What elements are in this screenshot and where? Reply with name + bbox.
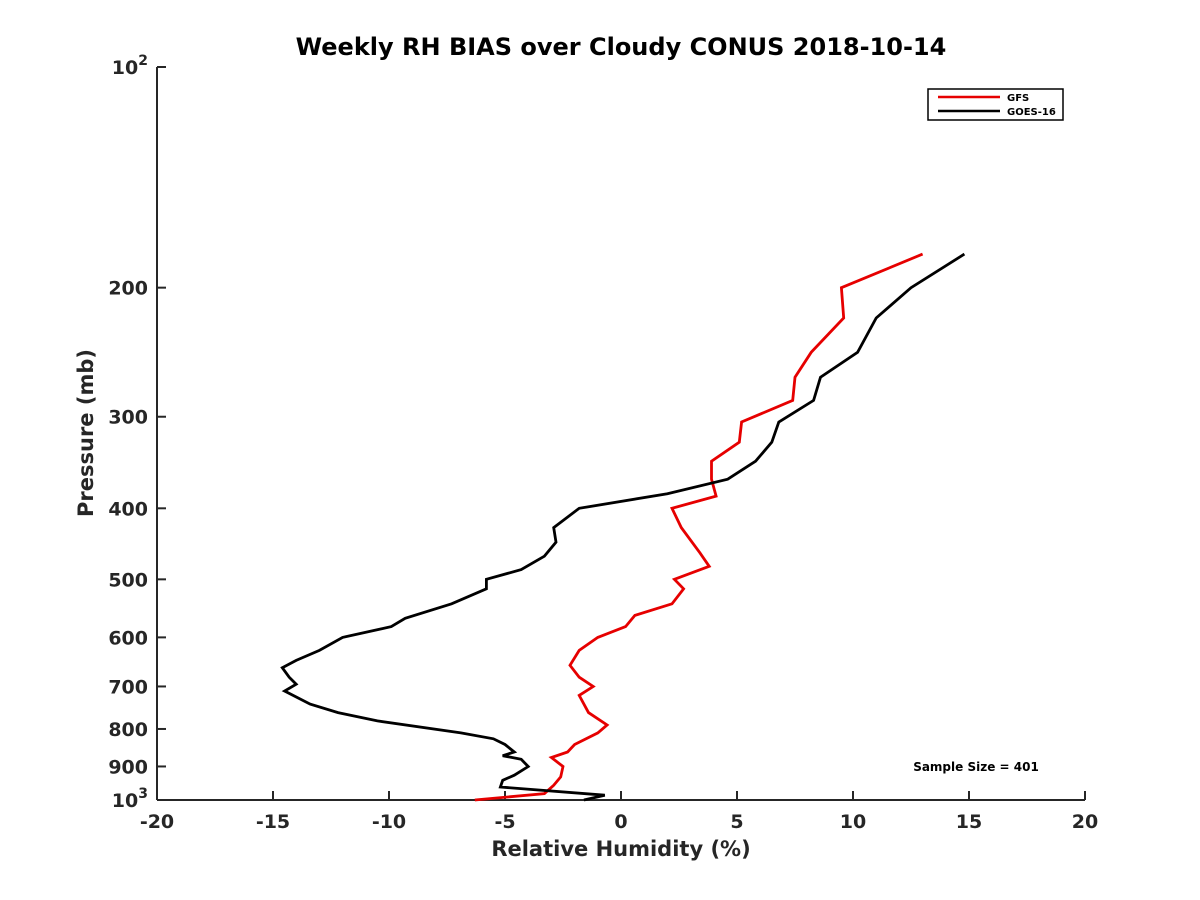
x-tick-label: -5 — [494, 811, 515, 833]
series-line-goes-16 — [280, 252, 966, 802]
x-tick-label: -10 — [372, 811, 406, 833]
y-tick-label: 400 — [108, 498, 148, 520]
x-tick-label: 5 — [730, 811, 743, 833]
y-tick-label: 700 — [108, 676, 148, 698]
y-tick-label: 600 — [108, 627, 148, 649]
y-tick-label: 102 — [112, 53, 148, 79]
series-layer — [280, 252, 966, 802]
chart-title: Weekly RH BIAS over Cloudy CONUS 2018-10… — [296, 33, 947, 61]
y-tick-label: 200 — [108, 278, 148, 300]
x-tick-label: 10 — [840, 811, 866, 833]
legend: GFS GOES-16 — [927, 88, 1064, 121]
x-tick-label: 20 — [1072, 811, 1098, 833]
series-line-gfs — [474, 252, 924, 802]
y-tick-label: 500 — [108, 569, 148, 591]
y-tick-label: 103 — [112, 786, 148, 812]
x-tick-label: 15 — [956, 811, 982, 833]
x-axis-label: Relative Humidity (%) — [491, 837, 750, 861]
y-tick-label: 800 — [108, 719, 148, 741]
legend-box — [927, 88, 1064, 121]
sample-size-annotation: Sample Size = 401 — [913, 760, 1039, 774]
axes: -20 -15 -10 -5 0 5 10 15 20 102 200 300 400 500 600 700… — [108, 53, 1098, 833]
y-axis-label: Pressure (mb) — [74, 349, 98, 517]
x-tick-label: -15 — [256, 811, 290, 833]
x-tick-label: 0 — [614, 811, 627, 833]
y-tick-label: 900 — [108, 756, 148, 778]
x-tick-label: -20 — [140, 811, 174, 833]
y-tick-label: 300 — [108, 407, 148, 429]
legend-label-gfs: GFS — [1007, 93, 1029, 104]
legend-label-goes-16: GOES-16 — [1007, 107, 1056, 118]
